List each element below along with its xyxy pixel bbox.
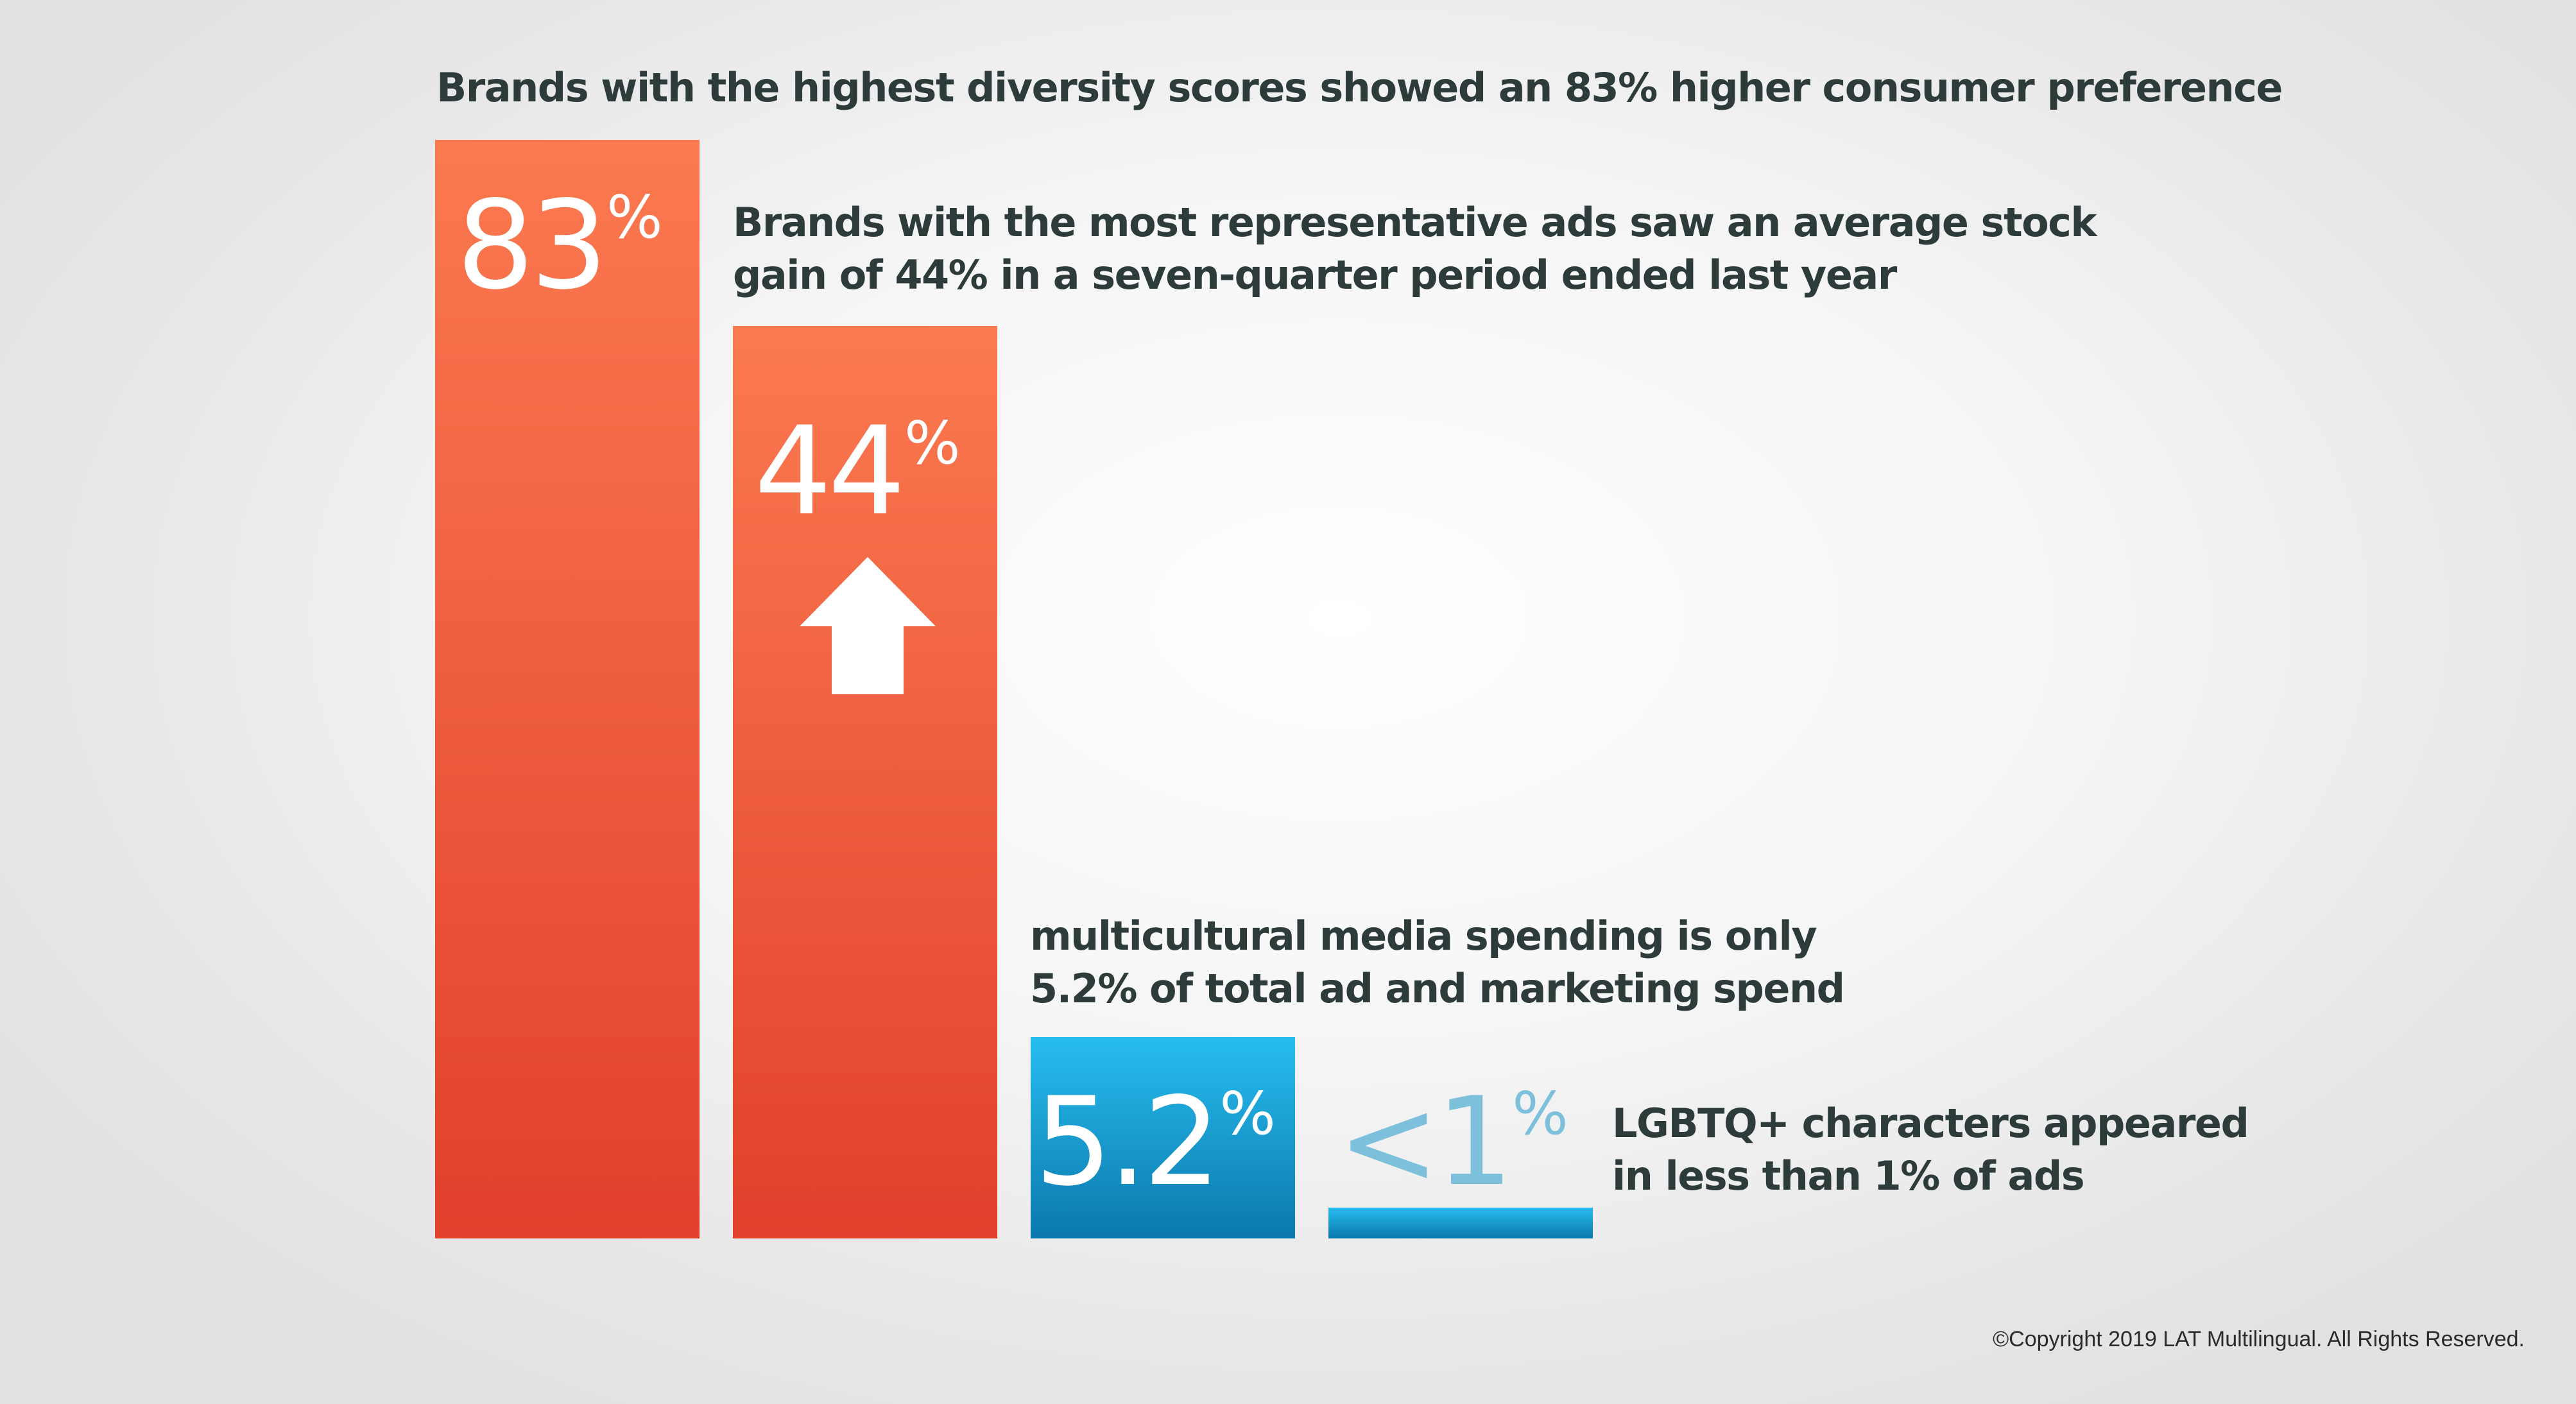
headline: Brands with the highest diversity scores… bbox=[436, 64, 2283, 111]
lgbtq-caption-line1: LGBTQ+ characters appeared bbox=[1612, 1100, 2249, 1147]
bar-value-label-2: 44% bbox=[754, 400, 960, 542]
media-spending-caption: multicultural media spending is only 5.2… bbox=[1030, 910, 1845, 1015]
stock-gain-caption-line1: Brands with the most representative ads … bbox=[733, 199, 2097, 246]
copyright-notice: ©Copyright 2019 LAT Multilingual. All Ri… bbox=[1993, 1327, 2525, 1351]
bar-2 bbox=[733, 326, 997, 1238]
bar-value-number: 5.2 bbox=[1035, 1071, 1217, 1213]
bar-value-number: <1 bbox=[1337, 1071, 1509, 1213]
media-spending-caption-line2: 5.2% of total ad and marketing spend bbox=[1030, 965, 1845, 1012]
bar-value-percent-sign: % bbox=[904, 409, 960, 477]
bar-value-number: 83 bbox=[456, 175, 604, 316]
lgbtq-caption: LGBTQ+ characters appeared in less than … bbox=[1612, 1097, 2249, 1203]
bar-value-percent-sign: % bbox=[606, 183, 662, 252]
bar-value-label-1: 83% bbox=[456, 175, 662, 316]
bar-value-label-3: 5.2% bbox=[1035, 1071, 1276, 1213]
labels-layer: 83%44%5.2% <1% bbox=[456, 175, 1568, 1213]
lgbtq-caption-line2: in less than 1% of ads bbox=[1612, 1152, 2085, 1199]
bar-value-percent-sign: % bbox=[1512, 1079, 1568, 1148]
bar-value-number: 44 bbox=[754, 400, 902, 542]
bars-layer bbox=[435, 140, 1593, 1238]
bar-value-percent-sign: % bbox=[1219, 1079, 1275, 1148]
bar-1 bbox=[435, 140, 700, 1238]
bar-4 bbox=[1328, 1208, 1593, 1238]
up-arrow-shape bbox=[800, 557, 936, 694]
stock-gain-caption: Brands with the most representative ads … bbox=[733, 196, 2097, 302]
bar-3 bbox=[1031, 1037, 1295, 1238]
media-spending-caption-line1: multicultural media spending is only bbox=[1030, 912, 1817, 959]
bar-value-label-4: <1% bbox=[1337, 1071, 1568, 1213]
stock-gain-caption-line2: gain of 44% in a seven-quarter period en… bbox=[733, 252, 1897, 298]
up-arrow-icon bbox=[800, 557, 936, 694]
